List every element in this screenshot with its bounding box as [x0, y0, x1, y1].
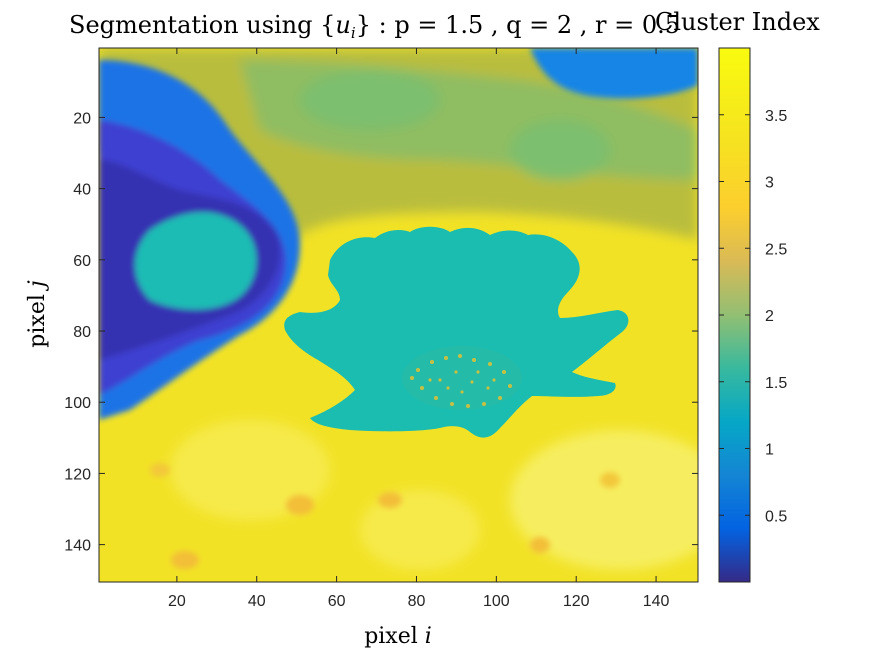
- y-tick-label: 140: [64, 538, 91, 555]
- y-axis-label: pixel j: [25, 280, 50, 348]
- colorbar-tick-label: 3: [765, 175, 774, 192]
- x-axis-label: pixel i: [364, 624, 432, 649]
- x-axis-ticks: 20 40 60 80 100 120 140: [168, 48, 670, 610]
- colorbar-title: Cluster Index: [655, 8, 820, 36]
- x-tick-label: 80: [408, 593, 426, 610]
- colorbar-ticks: 0.5 1 1.5 2 2.5 3 3.5: [719, 108, 787, 525]
- colorbar-tick-label: 1.5: [765, 375, 787, 392]
- x-tick-label: 40: [248, 593, 266, 610]
- colorbar: [719, 48, 750, 582]
- y-tick-label: 20: [73, 110, 91, 127]
- y-tick-label: 80: [73, 324, 91, 341]
- x-tick-label: 60: [328, 593, 346, 610]
- flower-segment: [284, 226, 629, 438]
- y-tick-label: 100: [64, 395, 91, 412]
- y-tick-label: 120: [64, 466, 91, 483]
- heatmap-image: [99, 48, 698, 582]
- x-tick-label: 100: [483, 593, 510, 610]
- plot-frame: [98, 47, 699, 583]
- colorbar-tick-label: 0.5: [765, 508, 787, 525]
- colorbar-tick-label: 3.5: [765, 108, 787, 125]
- colorbar-tick-label: 2: [765, 308, 774, 325]
- y-tick-label: 60: [73, 253, 91, 270]
- colorbar-tick-label: 2.5: [765, 241, 787, 258]
- chart-title: Segmentation using {ui} : p = 1.5 , q = …: [69, 11, 680, 42]
- colorbar-tick-label: 1: [765, 442, 774, 459]
- y-axis-ticks: 20 40 60 80 100 120 140: [64, 110, 698, 555]
- x-tick-label: 20: [168, 593, 186, 610]
- x-tick-label: 140: [643, 593, 670, 610]
- y-tick-label: 40: [73, 182, 91, 199]
- x-tick-label: 120: [563, 593, 590, 610]
